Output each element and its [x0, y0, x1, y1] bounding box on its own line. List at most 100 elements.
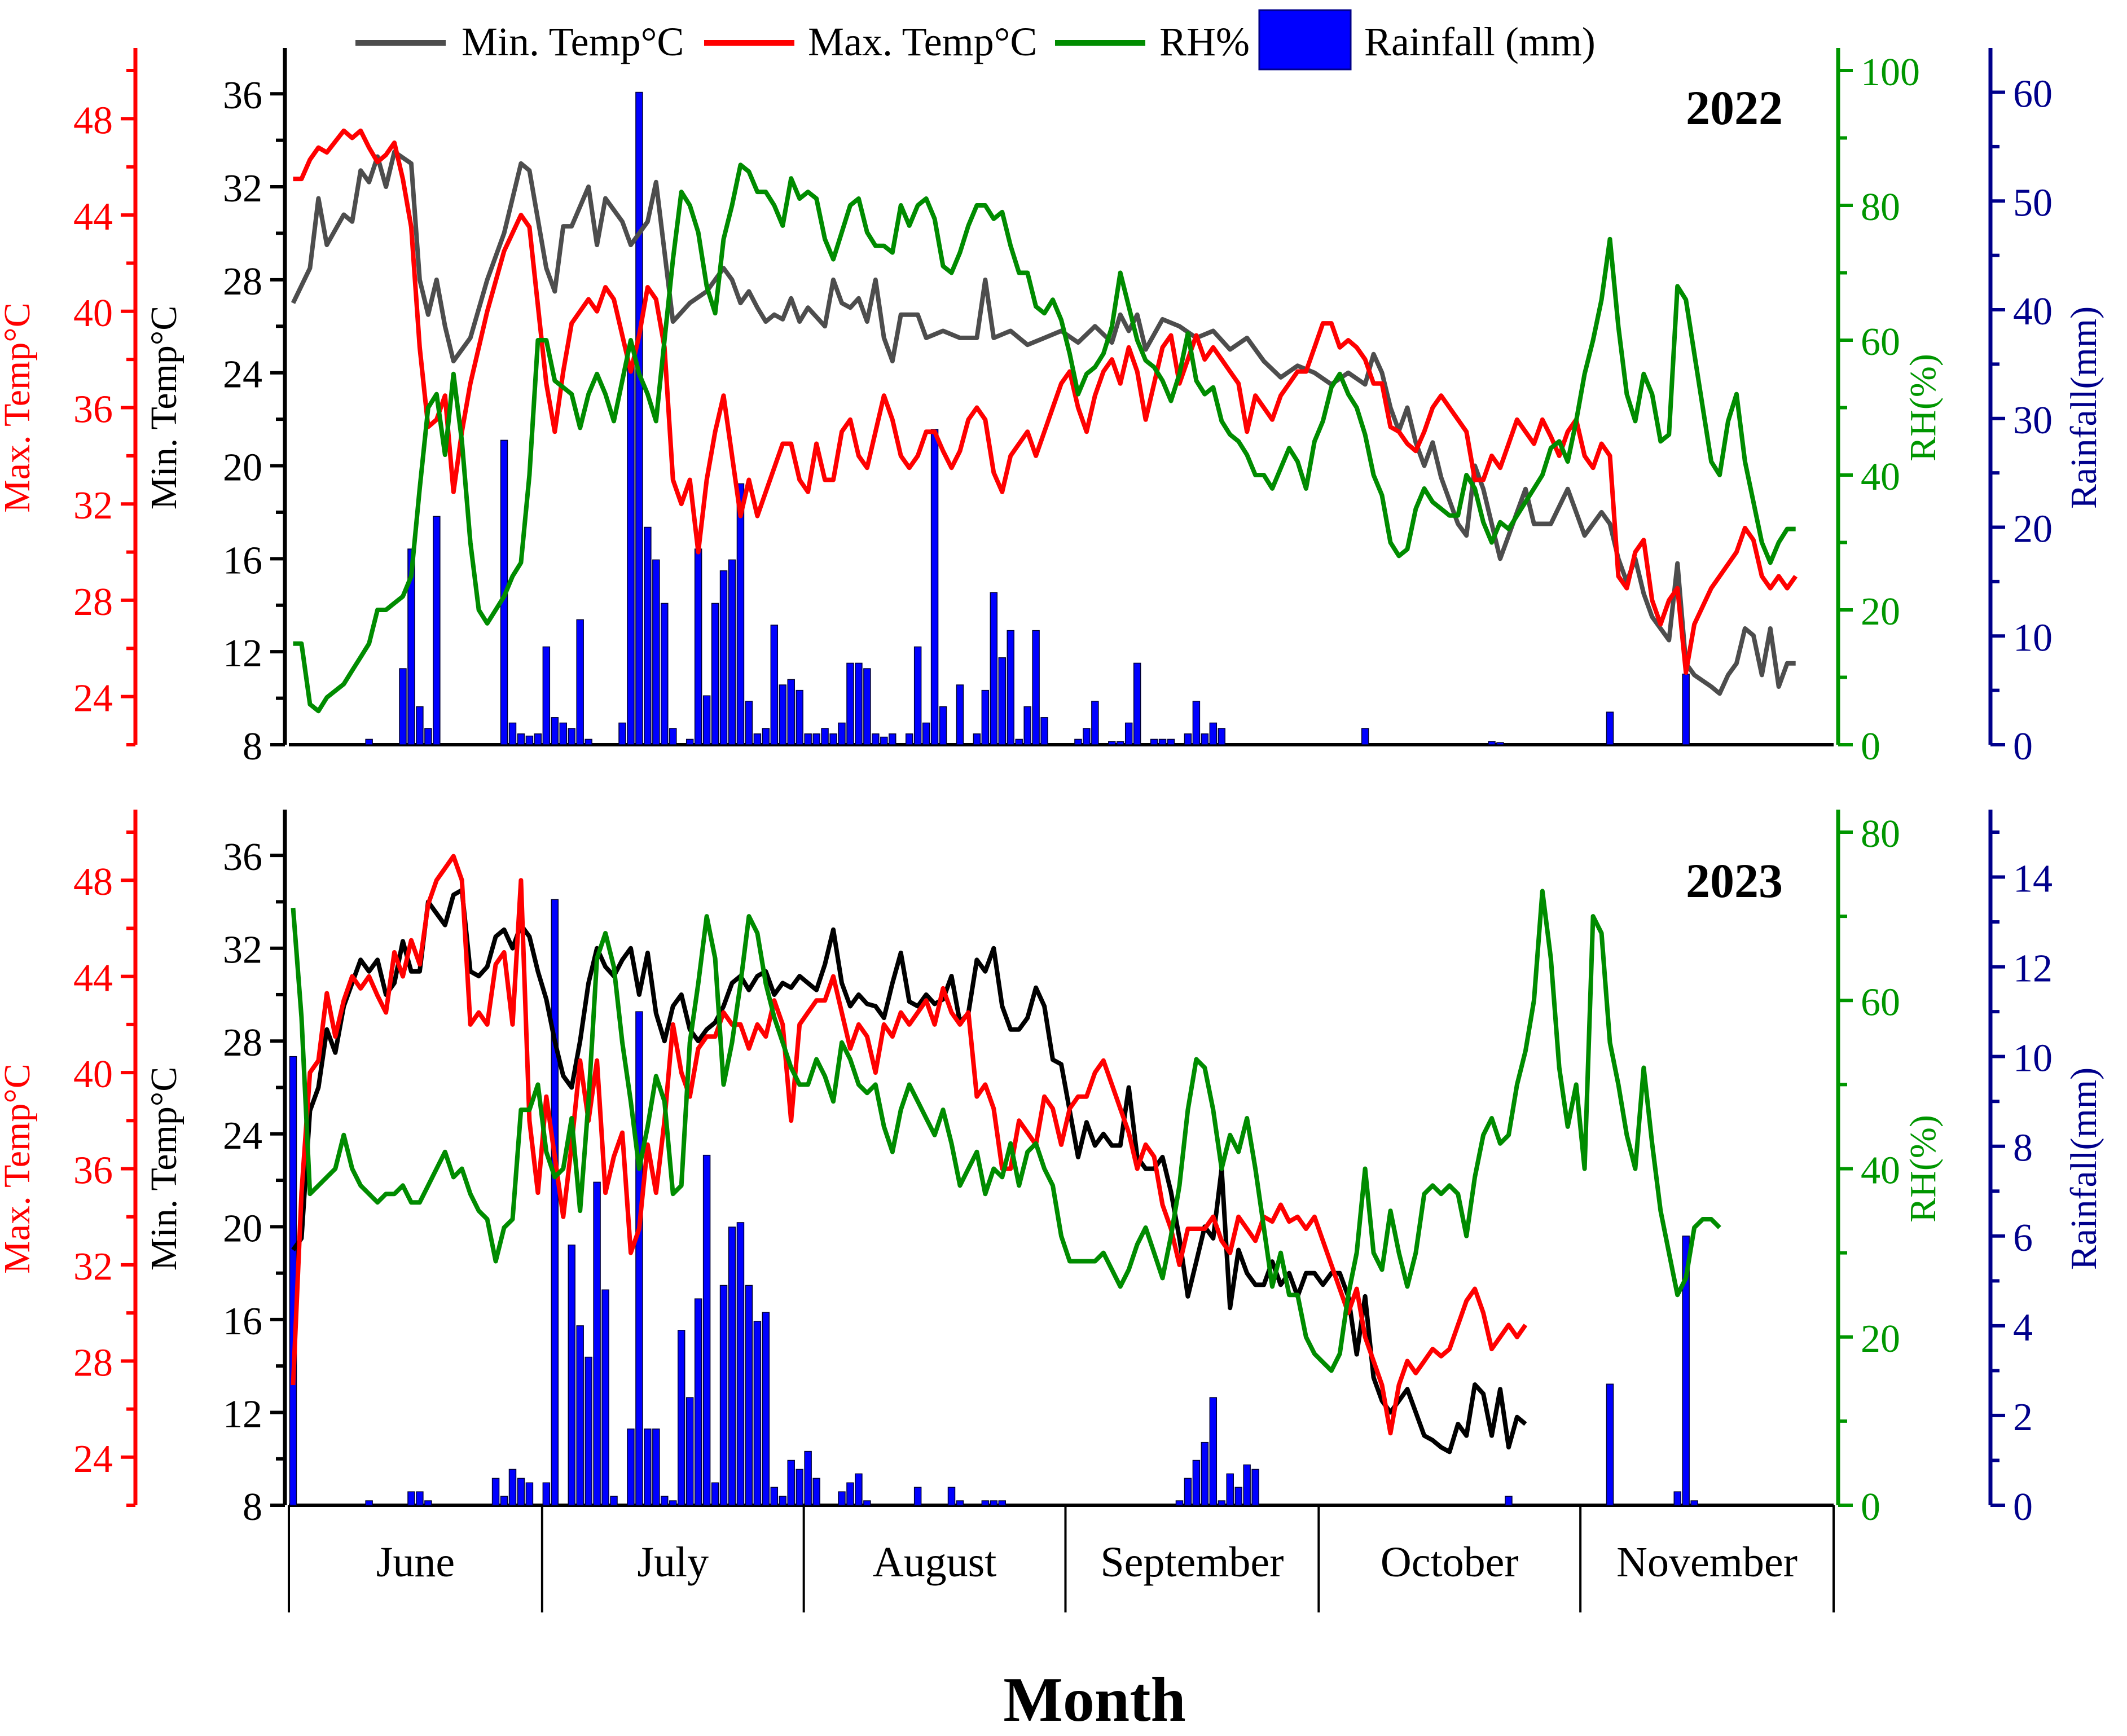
rainfall-bar: [644, 1429, 652, 1506]
rainfall-tick-label: 20: [2013, 508, 2053, 551]
rainfall-tick-label: 50: [2013, 181, 2053, 225]
rainfall-bar: [661, 603, 669, 745]
rh-tick-label: 60: [1861, 320, 1900, 364]
rainfall-bar: [1690, 1500, 1698, 1506]
rainfall-bar: [846, 662, 854, 745]
rainfall-bar: [1175, 1500, 1184, 1506]
rainfall-bar: [812, 733, 820, 745]
rainfall-bar: [534, 733, 542, 745]
rainfall-bar: [1040, 717, 1048, 745]
rh-axis-title: RH(%): [1902, 1115, 1944, 1223]
rh-tick-label: 80: [1861, 186, 1900, 229]
min-temp-tick-label: 36: [223, 836, 262, 879]
rainfall-tick-label: 60: [2013, 73, 2053, 116]
x-axis-title: Month: [1003, 1665, 1186, 1735]
min-temp-tick-label: 8: [243, 1486, 262, 1529]
min-temp-tick-label: 16: [223, 1300, 262, 1343]
rh-line: [293, 162, 1796, 714]
rainfall-bar: [407, 1491, 415, 1506]
rainfall-bar: [551, 717, 559, 745]
rainfall-bar: [525, 735, 534, 745]
rainfall-bar: [433, 516, 441, 745]
rainfall-bar: [424, 728, 432, 745]
min-temp-axis-title: Min. Temp°C: [143, 306, 184, 510]
rainfall-bar: [1251, 1469, 1259, 1506]
rainfall-bar: [1496, 742, 1504, 745]
rainfall-bar: [685, 1397, 694, 1506]
rainfall-bar: [1218, 728, 1226, 745]
max-temp-tick-label: 48: [73, 99, 113, 142]
rainfall-bar: [407, 548, 415, 745]
rainfall-bar: [913, 646, 922, 745]
rainfall-bar: [973, 733, 981, 745]
rainfall-tick-label: 8: [2013, 1127, 2033, 1170]
month-label: November: [1616, 1539, 1798, 1586]
rainfall-bar: [889, 733, 896, 745]
rainfall-bar: [1673, 1491, 1681, 1506]
rainfall-bar: [1243, 1464, 1251, 1506]
rainfall-tick-label: 10: [2013, 616, 2053, 660]
rainfall-bar: [1361, 728, 1369, 745]
rainfall-bar: [652, 1429, 660, 1506]
rainfall-bar: [1488, 741, 1496, 745]
rainfall-bar: [669, 728, 677, 745]
rh-tick-label: 20: [1861, 590, 1900, 634]
rainfall-bar: [1505, 1496, 1513, 1506]
rainfall-bar: [922, 722, 930, 745]
rainfall-bar: [745, 701, 753, 745]
rainfall-bar: [728, 559, 736, 745]
legend-max-label: Max. Temp°C: [808, 19, 1037, 64]
rainfall-bar: [635, 91, 643, 745]
max-temp-tick-label: 40: [73, 292, 113, 335]
rainfall-bar: [796, 689, 803, 745]
max-temp-axis-title: Max. Temp°C: [0, 1063, 38, 1274]
rainfall-bar: [542, 646, 551, 745]
panel-year-label: 2023: [1686, 854, 1783, 908]
month-label: July: [637, 1539, 709, 1586]
min-temp-tick-label: 8: [243, 725, 262, 768]
rainfall-bar: [508, 722, 517, 745]
rainfall-tick-label: 40: [2013, 290, 2053, 333]
min-temp-tick-label: 20: [223, 1207, 262, 1250]
max-temp-line: [291, 854, 1528, 1436]
rainfall-bar: [416, 706, 424, 745]
rainfall-bar: [990, 1500, 998, 1506]
max-temp-axis-title: Max. Temp°C: [0, 302, 38, 513]
rainfall-bar: [542, 1482, 551, 1506]
rainfall-bar: [1124, 722, 1133, 745]
rainfall-bar: [399, 668, 407, 745]
rainfall-bar: [736, 1222, 745, 1506]
rainfall-bar: [1158, 739, 1167, 745]
rainfall-tick-label: 0: [2013, 1486, 2033, 1529]
rainfall-bar: [1682, 1236, 1690, 1506]
rainfall-bar: [762, 1312, 770, 1506]
rainfall-bar: [863, 668, 871, 745]
rainfall-bar: [998, 657, 1007, 745]
rainfall-tick-label: 14: [2013, 858, 2053, 901]
rainfall-tick-label: 2: [2013, 1396, 2033, 1439]
legend-min-label: Min. Temp°C: [462, 19, 684, 64]
rainfall-bar: [770, 1487, 779, 1506]
rainfall-bar: [753, 733, 762, 745]
rainfall-bar: [517, 1478, 525, 1506]
min-temp-tick-label: 16: [223, 539, 262, 582]
legend: Min. Temp°C Max. Temp°C RH% Rainfall (mm…: [355, 9, 1596, 71]
min-temp-tick-label: 28: [223, 1021, 262, 1065]
rainfall-bar: [1167, 739, 1175, 745]
rainfall-bar: [905, 733, 913, 745]
rh-tick-label: 40: [1861, 1149, 1900, 1193]
rainfall-bar: [855, 662, 863, 745]
rainfall-bar: [585, 1356, 592, 1506]
rainfall-tick-label: 30: [2013, 399, 2053, 442]
max-temp-tick-label: 24: [73, 1438, 113, 1481]
min-temp-tick-label: 28: [223, 260, 262, 304]
rainfall-bar: [1074, 739, 1082, 745]
rainfall-bar: [627, 1429, 635, 1506]
rainfall-bar: [711, 603, 719, 745]
rainfall-bar: [525, 1482, 534, 1506]
rainfall-bar: [846, 1482, 854, 1506]
rainfall-bar: [956, 1500, 964, 1506]
rainfall-tick-label: 12: [2013, 947, 2053, 991]
rainfall-bar: [1192, 701, 1201, 745]
min-temp-tick-label: 12: [223, 1392, 262, 1436]
